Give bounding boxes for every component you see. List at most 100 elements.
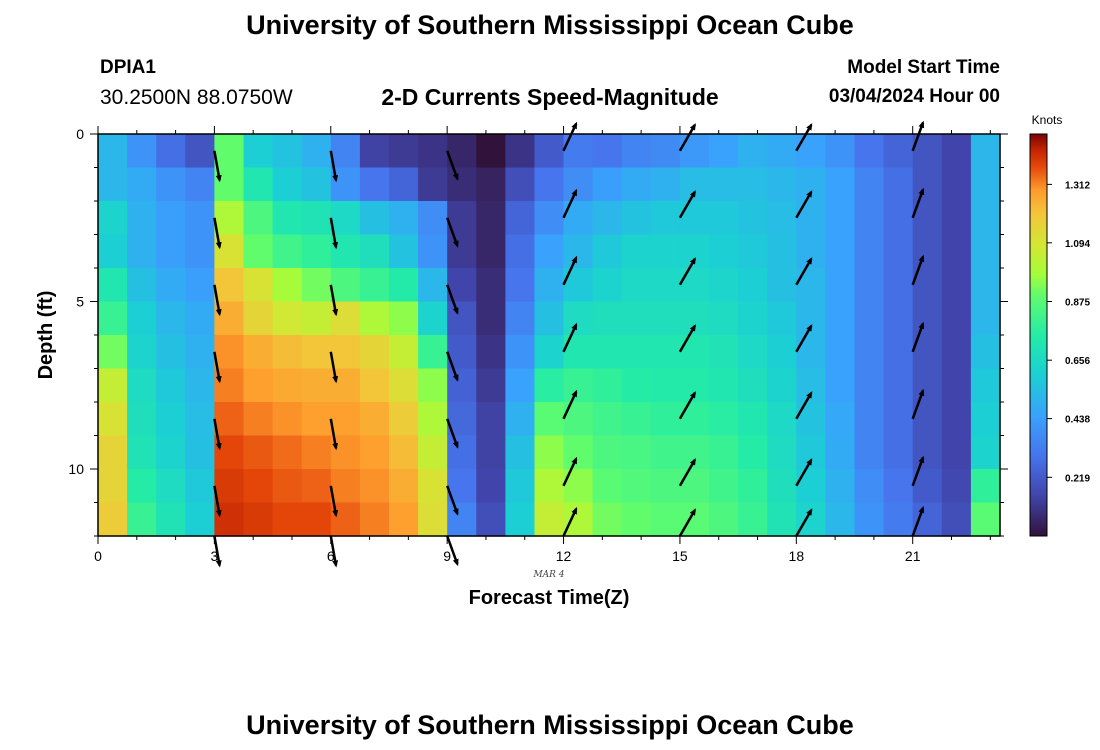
- heatmap-cell: [709, 301, 739, 336]
- heatmap-cell: [98, 201, 128, 236]
- heatmap-cell: [679, 402, 710, 437]
- heatmap-cell: [592, 402, 623, 437]
- current-vector-arrow: [678, 123, 696, 152]
- heatmap-cell: [854, 435, 885, 470]
- heatmap-cell: [941, 234, 972, 269]
- heatmap-cell: [272, 234, 303, 269]
- heatmap-cell: [738, 268, 768, 303]
- heatmap-cell: [418, 134, 448, 169]
- heatmap-cell: [127, 469, 157, 504]
- heatmap-cell: [796, 435, 826, 470]
- heatmap-cell: [185, 301, 215, 336]
- heatmap-cell: [272, 435, 303, 470]
- x-tick-label: 9: [443, 548, 451, 564]
- heatmap-cell: [796, 402, 826, 437]
- heatmap-cell: [156, 502, 186, 537]
- heatmap-cell: [767, 502, 797, 537]
- heatmap-cell: [127, 167, 157, 202]
- heatmap-cell: [243, 268, 274, 303]
- heatmap-cell: [970, 335, 1001, 370]
- current-vector-arrow: [562, 456, 578, 487]
- heatmap-cell: [243, 234, 274, 269]
- heatmap-cell: [767, 201, 797, 236]
- heatmap-cell: [534, 435, 565, 470]
- heatmap-cell: [592, 134, 623, 169]
- heatmap-cell: [650, 167, 681, 202]
- heatmap-cell: [330, 469, 361, 504]
- current-vector-arrow: [446, 217, 459, 248]
- x-tick-label: 21: [905, 548, 921, 564]
- heatmap-cell: [650, 368, 681, 403]
- heatmap-cell: [98, 335, 128, 370]
- heatmap-cell: [650, 301, 681, 336]
- heatmap-cell: [883, 201, 914, 236]
- heatmap-cell: [418, 335, 448, 370]
- heatmap-cell: [98, 301, 128, 336]
- heatmap-cell: [534, 301, 565, 336]
- heatmap-cell: [534, 335, 565, 370]
- heatmap-cell: [447, 301, 477, 336]
- heatmap-cell: [476, 301, 506, 336]
- current-vector-arrow: [562, 322, 578, 353]
- heatmap-cell: [98, 402, 128, 437]
- current-vector-arrow: [446, 351, 459, 382]
- current-vector-arrow: [678, 324, 696, 353]
- heatmap-cell: [301, 435, 332, 470]
- heatmap-cell: [941, 134, 972, 169]
- heatmap-cell: [621, 234, 652, 269]
- heatmap-cell: [970, 502, 1001, 537]
- heatmap-cell: [738, 234, 768, 269]
- current-vector-arrow: [562, 121, 578, 152]
- heatmap-cell: [592, 167, 623, 202]
- colorbar-ticks: 0.219 0.438 0.656 0.875 1.094 1.312: [1047, 180, 1090, 484]
- heatmap-cell: [214, 402, 245, 437]
- heatmap-cell: [883, 402, 914, 437]
- heatmap-cell: [679, 469, 710, 504]
- heatmap-cell: [534, 201, 565, 236]
- heatmap-cell: [243, 301, 274, 336]
- heatmap-cell: [156, 335, 186, 370]
- heatmap-cell: [592, 234, 623, 269]
- heatmap-cell: [272, 368, 303, 403]
- heatmap-cell: [127, 335, 157, 370]
- heatmap-cell: [679, 167, 710, 202]
- heatmap-cell: [854, 167, 885, 202]
- heatmap-cell: [185, 234, 215, 269]
- y-axis-title: Depth (ft): [35, 291, 57, 380]
- heatmap-cell: [825, 469, 856, 504]
- heatmap-cell: [127, 402, 157, 437]
- heatmap-cell: [796, 368, 826, 403]
- heatmap-cell: [709, 502, 739, 537]
- heatmap-cell: [767, 469, 797, 504]
- heatmap-cell: [156, 368, 186, 403]
- heatmap-cell: [592, 335, 623, 370]
- current-vector-arrow: [446, 418, 459, 449]
- heatmap-cell: [214, 335, 245, 370]
- current-vector-arrow: [795, 257, 813, 286]
- heatmap-cell: [883, 502, 914, 537]
- heatmap-cell: [767, 301, 797, 336]
- heatmap-cell: [650, 335, 681, 370]
- heatmap-cell: [505, 268, 536, 303]
- heatmap-cell: [156, 234, 186, 269]
- heatmap-cell: [563, 167, 594, 202]
- heatmap-cell: [185, 335, 215, 370]
- heatmap-cell: [98, 502, 128, 537]
- heatmap-cell: [738, 335, 768, 370]
- heatmap-cell: [796, 469, 826, 504]
- heatmap-cell: [650, 402, 681, 437]
- current-vector-arrow: [795, 324, 813, 353]
- heatmap-cell: [185, 435, 215, 470]
- heatmap-cell: [970, 268, 1001, 303]
- heatmap-cell: [679, 201, 710, 236]
- heatmap-cell: [854, 335, 885, 370]
- heatmap-cell: [970, 469, 1001, 504]
- heatmap-cell: [359, 201, 390, 236]
- heatmap-cell: [825, 268, 856, 303]
- heatmap-cell: [941, 435, 972, 470]
- heatmap-cell: [185, 368, 215, 403]
- heatmap-cell: [418, 469, 448, 504]
- current-vectors: [213, 120, 925, 568]
- heatmap-cell: [243, 335, 274, 370]
- heatmap-cell: [359, 469, 390, 504]
